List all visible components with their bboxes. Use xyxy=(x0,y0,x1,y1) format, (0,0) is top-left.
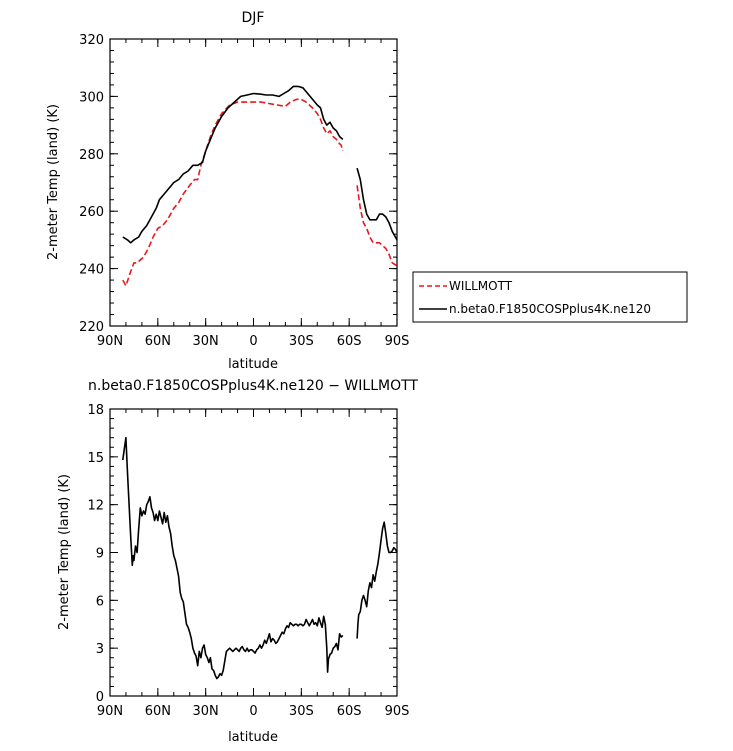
bottom-x-tick-label: 30N xyxy=(193,704,219,719)
top-y-tick-label: 240 xyxy=(79,263,104,278)
top-y-tick-label: 280 xyxy=(79,148,104,163)
legend-label-model: n.beta0.F1850COSPplus4K.ne120 xyxy=(449,302,651,316)
top-plot-frame xyxy=(109,38,398,327)
top-x-tick-label: 90S xyxy=(385,334,410,349)
bottom-y-tick-label: 18 xyxy=(87,403,104,418)
bottom-x-axis-label: latitude xyxy=(228,730,278,745)
bottom-y-tick-label: 12 xyxy=(87,499,104,514)
bottom-x-tick-label: 30S xyxy=(289,704,314,719)
bottom-x-tick-label: 90S xyxy=(385,704,410,719)
bottom-x-tick-label: 60N xyxy=(145,704,171,719)
bottom-y-tick-label: 3 xyxy=(96,642,104,657)
bottom-y-axis-label: 2-meter Temp (land) (K) xyxy=(57,474,72,630)
bottom-y-tick-label: 9 xyxy=(96,547,104,562)
top-x-tick-label: 90N xyxy=(97,334,123,349)
bottom-x-tick-label: 60S xyxy=(337,704,362,719)
bottom-panel: n.beta0.F1850COSPplus4K.ne120 − WILLMOTT… xyxy=(57,378,418,745)
top-x-tick-label: 60N xyxy=(145,334,171,349)
legend-box xyxy=(412,271,688,323)
bottom-y-tick-label: 0 xyxy=(96,690,104,705)
bottom-y-tick-label: 6 xyxy=(96,594,104,609)
top-series-1-line-segment-1 xyxy=(356,167,398,241)
top-x-tick-label: 60S xyxy=(337,334,362,349)
top-panel: DJF 90N 60N 30N 0 30S 60S 90S 220 240 260 280 300 32… xyxy=(46,10,688,372)
top-y-tick-label: 320 xyxy=(79,33,104,48)
legend-label-willmott: WILLMOTT xyxy=(449,279,513,293)
bottom-series-0-line-segment-0 xyxy=(122,436,344,680)
bottom-chart-title: n.beta0.F1850COSPplus4K.ne120 − WILLMOTT xyxy=(88,378,418,394)
bottom-plot-frame xyxy=(109,408,398,697)
top-x-tick-label: 30N xyxy=(193,334,219,349)
top-series-0-line-segment-1 xyxy=(356,185,398,267)
top-x-tick-label: 30S xyxy=(289,334,314,349)
top-y-axis-label: 2-meter Temp (land) (K) xyxy=(46,104,61,260)
top-x-axis-label: latitude xyxy=(228,357,278,372)
top-y-tick-label: 220 xyxy=(79,320,104,335)
top-series-1-line-segment-0 xyxy=(122,85,344,244)
bottom-y-tick-label: 15 xyxy=(87,451,104,466)
top-series-0-line-segment-0 xyxy=(122,98,344,287)
top-x-tick-label: 0 xyxy=(249,334,257,349)
bottom-x-tick-label: 0 xyxy=(249,704,257,719)
top-y-tick-label: 300 xyxy=(79,90,104,105)
bottom-x-tick-label: 90N xyxy=(97,704,123,719)
legend: WILLMOTT n.beta0.F1850COSPplus4K.ne120 xyxy=(412,271,688,323)
top-y-tick-label: 260 xyxy=(79,205,104,220)
bottom-series-0-line-segment-1 xyxy=(356,521,398,639)
top-chart-title: DJF xyxy=(242,10,265,26)
